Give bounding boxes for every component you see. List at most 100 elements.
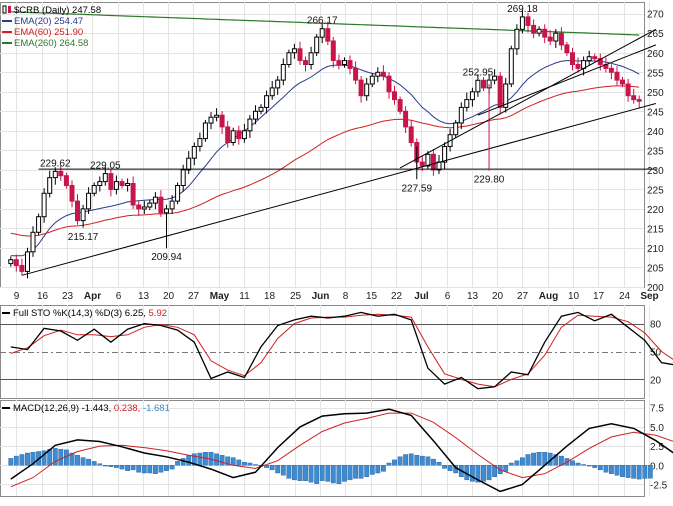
candle-body: [597, 58, 603, 65]
candle-body: [519, 16, 525, 30]
candle-body: [30, 231, 36, 253]
candle-body: [608, 67, 614, 73]
macd-histogram-bar: [386, 462, 392, 466]
candle: [63, 172, 69, 189]
price-y-tick-label: 215: [647, 224, 664, 235]
candle-body: [442, 146, 448, 163]
candle-body: [397, 99, 403, 112]
price-y-tick-label: 200: [647, 283, 664, 294]
price-x-tick-label: 13: [467, 291, 479, 302]
candle-body: [314, 36, 320, 54]
candle: [214, 108, 220, 122]
price-x-tick-label: Jul: [414, 291, 429, 302]
stochastic-y-tick-labels: 20 50 80: [650, 320, 662, 387]
candle: [52, 167, 58, 185]
candle-body: [458, 106, 464, 124]
candle: [36, 213, 42, 236]
candle: [186, 151, 192, 174]
macd-histogram-bar: [253, 464, 258, 466]
candle-body: [303, 60, 308, 65]
label-269-18: 269.18: [507, 4, 538, 15]
macd-histogram-bar: [403, 454, 408, 466]
candle: [253, 105, 258, 125]
rising-support-long: [21, 103, 657, 276]
rising-support-short: [477, 44, 657, 116]
candle-body: [63, 175, 69, 186]
stochastic-lines: [10, 311, 673, 390]
candle-body: [286, 52, 292, 65]
candle-body: [403, 110, 409, 128]
candle: [364, 77, 370, 101]
candle: [47, 170, 53, 198]
price-y-tick-label: 235: [647, 146, 664, 157]
macd-histogram-bar: [647, 465, 653, 479]
candle: [13, 254, 19, 272]
candle-body: [269, 87, 275, 97]
candle: [136, 200, 142, 216]
candle-body: [364, 83, 370, 97]
candle: [408, 119, 414, 147]
macd-histogram-bar: [375, 465, 381, 474]
candle-body: [108, 173, 114, 190]
candle: [303, 56, 308, 72]
candle: [430, 149, 436, 176]
macd-histogram-bar: [603, 465, 609, 473]
stochastic-y-tick-label: 80: [650, 320, 662, 331]
candle-body: [86, 192, 92, 210]
macd-histogram-bar: [225, 456, 231, 466]
candle: [241, 123, 247, 143]
macd-histogram-bar: [408, 453, 414, 466]
candle: [419, 156, 425, 171]
price-x-tick-label: May: [210, 291, 230, 302]
candle-icon: [2, 5, 7, 14]
candle-body: [464, 99, 470, 108]
macd-histogram-bar: [175, 461, 180, 466]
macd-histogram-bar: [369, 465, 375, 475]
macd-histogram-bar: [164, 465, 169, 471]
candle-body: [202, 122, 208, 140]
candle-body: [230, 130, 236, 144]
candle: [442, 142, 448, 170]
macd-histogram-bar: [19, 454, 25, 466]
candle-body: [325, 28, 331, 42]
macd-histogram-bar: [69, 452, 75, 466]
macd-histogram-bar: [191, 453, 197, 466]
candle-body: [570, 52, 575, 65]
candle-body: [80, 208, 86, 222]
label-252-95: 252.95: [463, 67, 494, 78]
candle-body: [419, 161, 425, 167]
candle: [280, 58, 286, 86]
candle: [575, 57, 581, 73]
candle-body: [141, 206, 147, 210]
macd-histogram-bar: [97, 463, 103, 466]
candle: [458, 102, 464, 130]
macd-histogram-bar: [481, 465, 486, 482]
candle: [319, 23, 325, 44]
candle: [369, 73, 375, 88]
candle: [219, 111, 225, 134]
macd-histogram-bar: [447, 465, 453, 471]
macd-y-tick-label: 0.0: [650, 461, 664, 472]
macd-histogram-bar: [614, 465, 620, 476]
candle-body: [531, 24, 537, 34]
trend-lines: [21, 28, 657, 276]
rising-support-steep: [399, 28, 657, 169]
candle-icon-down: [8, 6, 11, 13]
candle: [297, 41, 303, 65]
price-y-tick-label: 210: [647, 244, 664, 255]
price-x-tick-label: 17: [593, 291, 605, 302]
candle: [469, 87, 475, 107]
candle-body: [180, 169, 186, 186]
macd-histogram-bar: [41, 450, 47, 466]
macd-histogram-bar: [141, 465, 147, 474]
macd-histogram-bar: [25, 452, 30, 466]
macd-histogram-bar: [609, 465, 614, 474]
macd-histogram-bar: [358, 465, 364, 479]
candle: [386, 72, 392, 99]
price-y-tick-label: 265: [647, 29, 664, 40]
macd-histogram-bar: [58, 449, 64, 466]
price-x-tick-labels: 9 16 23 Apr 6 13 20 27 May 11 18 25 Jun 8 15 22 Jul 6 13 20…: [14, 291, 659, 302]
macd-histogram-bar: [130, 465, 136, 471]
candle-body: [197, 138, 203, 147]
candle: [492, 69, 498, 85]
